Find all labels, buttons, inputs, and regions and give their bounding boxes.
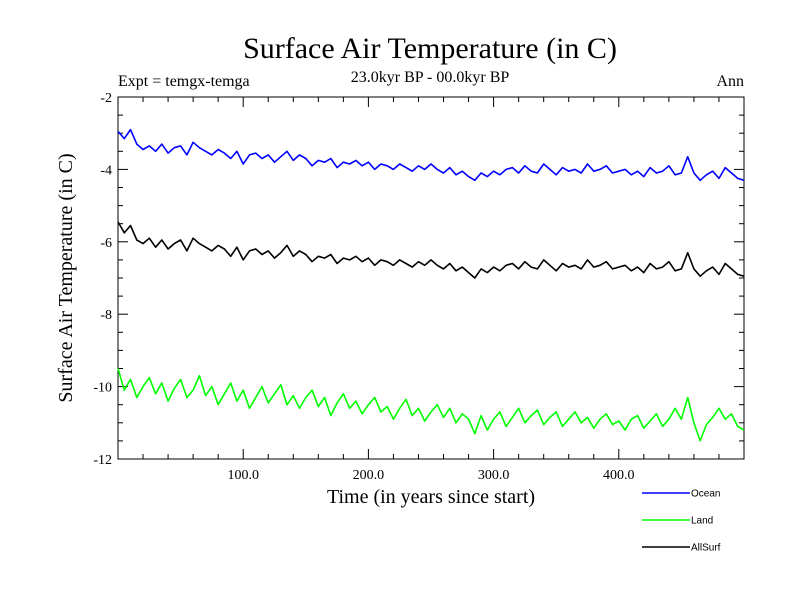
x-tick-label: 200.0 — [353, 468, 385, 483]
y-axis-label: Surface Air Temperature (in C) — [55, 153, 77, 402]
season-label: Ann — [716, 73, 744, 90]
y-tick-label: -4 — [100, 163, 112, 178]
y-tick-label: -10 — [93, 381, 112, 396]
experiment-label: Expt = temgx-temga — [118, 73, 250, 90]
y-tick-label: -2 — [100, 91, 112, 106]
x-tick-label: 300.0 — [478, 468, 510, 483]
legend-label-land: Land — [691, 516, 713, 527]
series-line-land — [117, 368, 745, 442]
chart-title: Surface Air Temperature (in C) — [243, 32, 617, 65]
series-line-ocean — [117, 128, 745, 182]
y-tick-label: -8 — [100, 308, 112, 323]
y-tick-label: -12 — [93, 453, 112, 468]
legend: Ocean Land AllSurf — [642, 489, 721, 554]
series-line-allsurf — [117, 221, 745, 279]
x-tick-label: 400.0 — [603, 468, 635, 483]
legend-label-allsurf: AllSurf — [691, 543, 721, 554]
x-axis-label: Time (in years since start) — [327, 486, 535, 508]
y-tick-label: -6 — [100, 236, 112, 251]
plot-area-frame — [117, 96, 745, 460]
legend-label-ocean: Ocean — [691, 489, 720, 500]
chart-subtitle: 23.0kyr BP - 00.0kyr BP — [351, 69, 510, 86]
axis-ticks: -12 -10 -8 -6 -4 -2 100.0 200.0 300.0 400.0 — [93, 91, 744, 483]
x-tick-label: 100.0 — [227, 468, 259, 483]
series-lines — [117, 128, 745, 442]
